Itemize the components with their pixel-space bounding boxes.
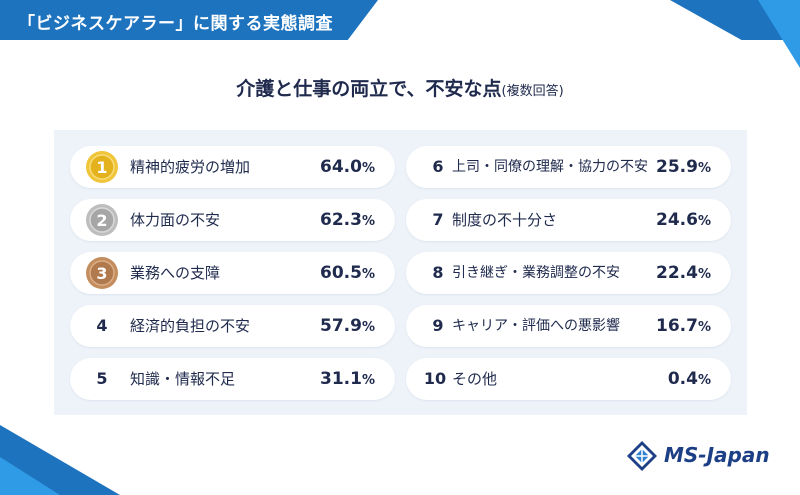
result-value: 57.9% xyxy=(320,316,375,336)
result-value: 31.1% xyxy=(320,369,375,389)
result-rank: 4 xyxy=(96,316,108,335)
result-item-1: 1 精神的疲労の増加 64.0% xyxy=(70,146,395,188)
result-value: 60.5% xyxy=(320,263,375,283)
result-rank: 9 xyxy=(432,316,444,335)
result-item-5: 5 知識・情報不足 31.1% xyxy=(70,358,395,400)
result-item-3: 3 業務への支障 60.5% xyxy=(70,252,395,294)
result-value: 62.3% xyxy=(320,210,375,230)
result-value: 25.9% xyxy=(656,157,711,177)
survey-header-tag: 「ビジネスケアラー」に関する実態調査 xyxy=(0,0,378,40)
result-value: 24.6% xyxy=(656,210,711,230)
ms-japan-logo: MS-Japan xyxy=(626,436,776,476)
result-label: 業務への支障 xyxy=(130,264,221,282)
result-label: 知識・情報不足 xyxy=(130,370,236,388)
result-item-10: 10 その他 0.4% xyxy=(406,358,731,400)
page-title-main: 介護と仕事の両立で、不安な点 xyxy=(236,78,502,100)
silver-medal-icon: 2 xyxy=(85,203,119,237)
result-item-8: 8 引き継ぎ・業務調整の不安 22.4% xyxy=(406,252,731,294)
page-title: 介護と仕事の両立で、不安な点(複数回答) xyxy=(0,74,800,101)
result-label: その他 xyxy=(452,370,498,388)
result-label: キャリア・評価への悪影響 xyxy=(452,318,620,334)
result-item-2: 2 体力面の不安 62.3% xyxy=(70,199,395,241)
result-item-9: 9 キャリア・評価への悪影響 16.7% xyxy=(406,305,731,347)
result-label: 経済的負担の不安 xyxy=(130,317,251,335)
result-label: 精神的疲労の増加 xyxy=(130,158,251,176)
result-item-6: 6 上司・同僚の理解・協力の不安 25.9% xyxy=(406,146,731,188)
result-value: 0.4% xyxy=(667,369,711,389)
results-panel: 1 精神的疲労の増加 64.0% 2 体力面の不安 62.3% 3 業務への支障… xyxy=(54,130,747,415)
survey-header-text: 「ビジネスケアラー」に関する実態調査 xyxy=(18,14,333,34)
result-rank: 5 xyxy=(96,369,108,388)
result-rank: 10 xyxy=(423,369,447,388)
result-label: 制度の不十分さ xyxy=(452,211,558,229)
ms-japan-logo-text: MS-Japan xyxy=(664,443,770,467)
medal-rank: 2 xyxy=(96,211,107,230)
result-value: 16.7% xyxy=(656,316,711,336)
result-label: 上司・同僚の理解・協力の不安 xyxy=(452,159,648,175)
result-value: 64.0% xyxy=(320,157,375,177)
result-value: 22.4% xyxy=(656,263,711,283)
result-rank: 8 xyxy=(432,263,444,282)
medal-rank: 1 xyxy=(96,158,107,177)
result-item-7: 7 制度の不十分さ 24.6% xyxy=(406,199,731,241)
result-rank: 6 xyxy=(432,157,444,176)
result-rank: 7 xyxy=(432,210,444,229)
medal-rank: 3 xyxy=(96,264,107,283)
result-item-4: 4 経済的負担の不安 57.9% xyxy=(70,305,395,347)
gold-medal-icon: 1 xyxy=(85,150,119,184)
page-title-note: (複数回答) xyxy=(501,84,564,99)
result-label: 引き継ぎ・業務調整の不安 xyxy=(452,265,620,281)
result-label: 体力面の不安 xyxy=(130,211,221,229)
ms-japan-logo-icon xyxy=(626,440,658,472)
bronze-medal-icon: 3 xyxy=(85,256,119,290)
